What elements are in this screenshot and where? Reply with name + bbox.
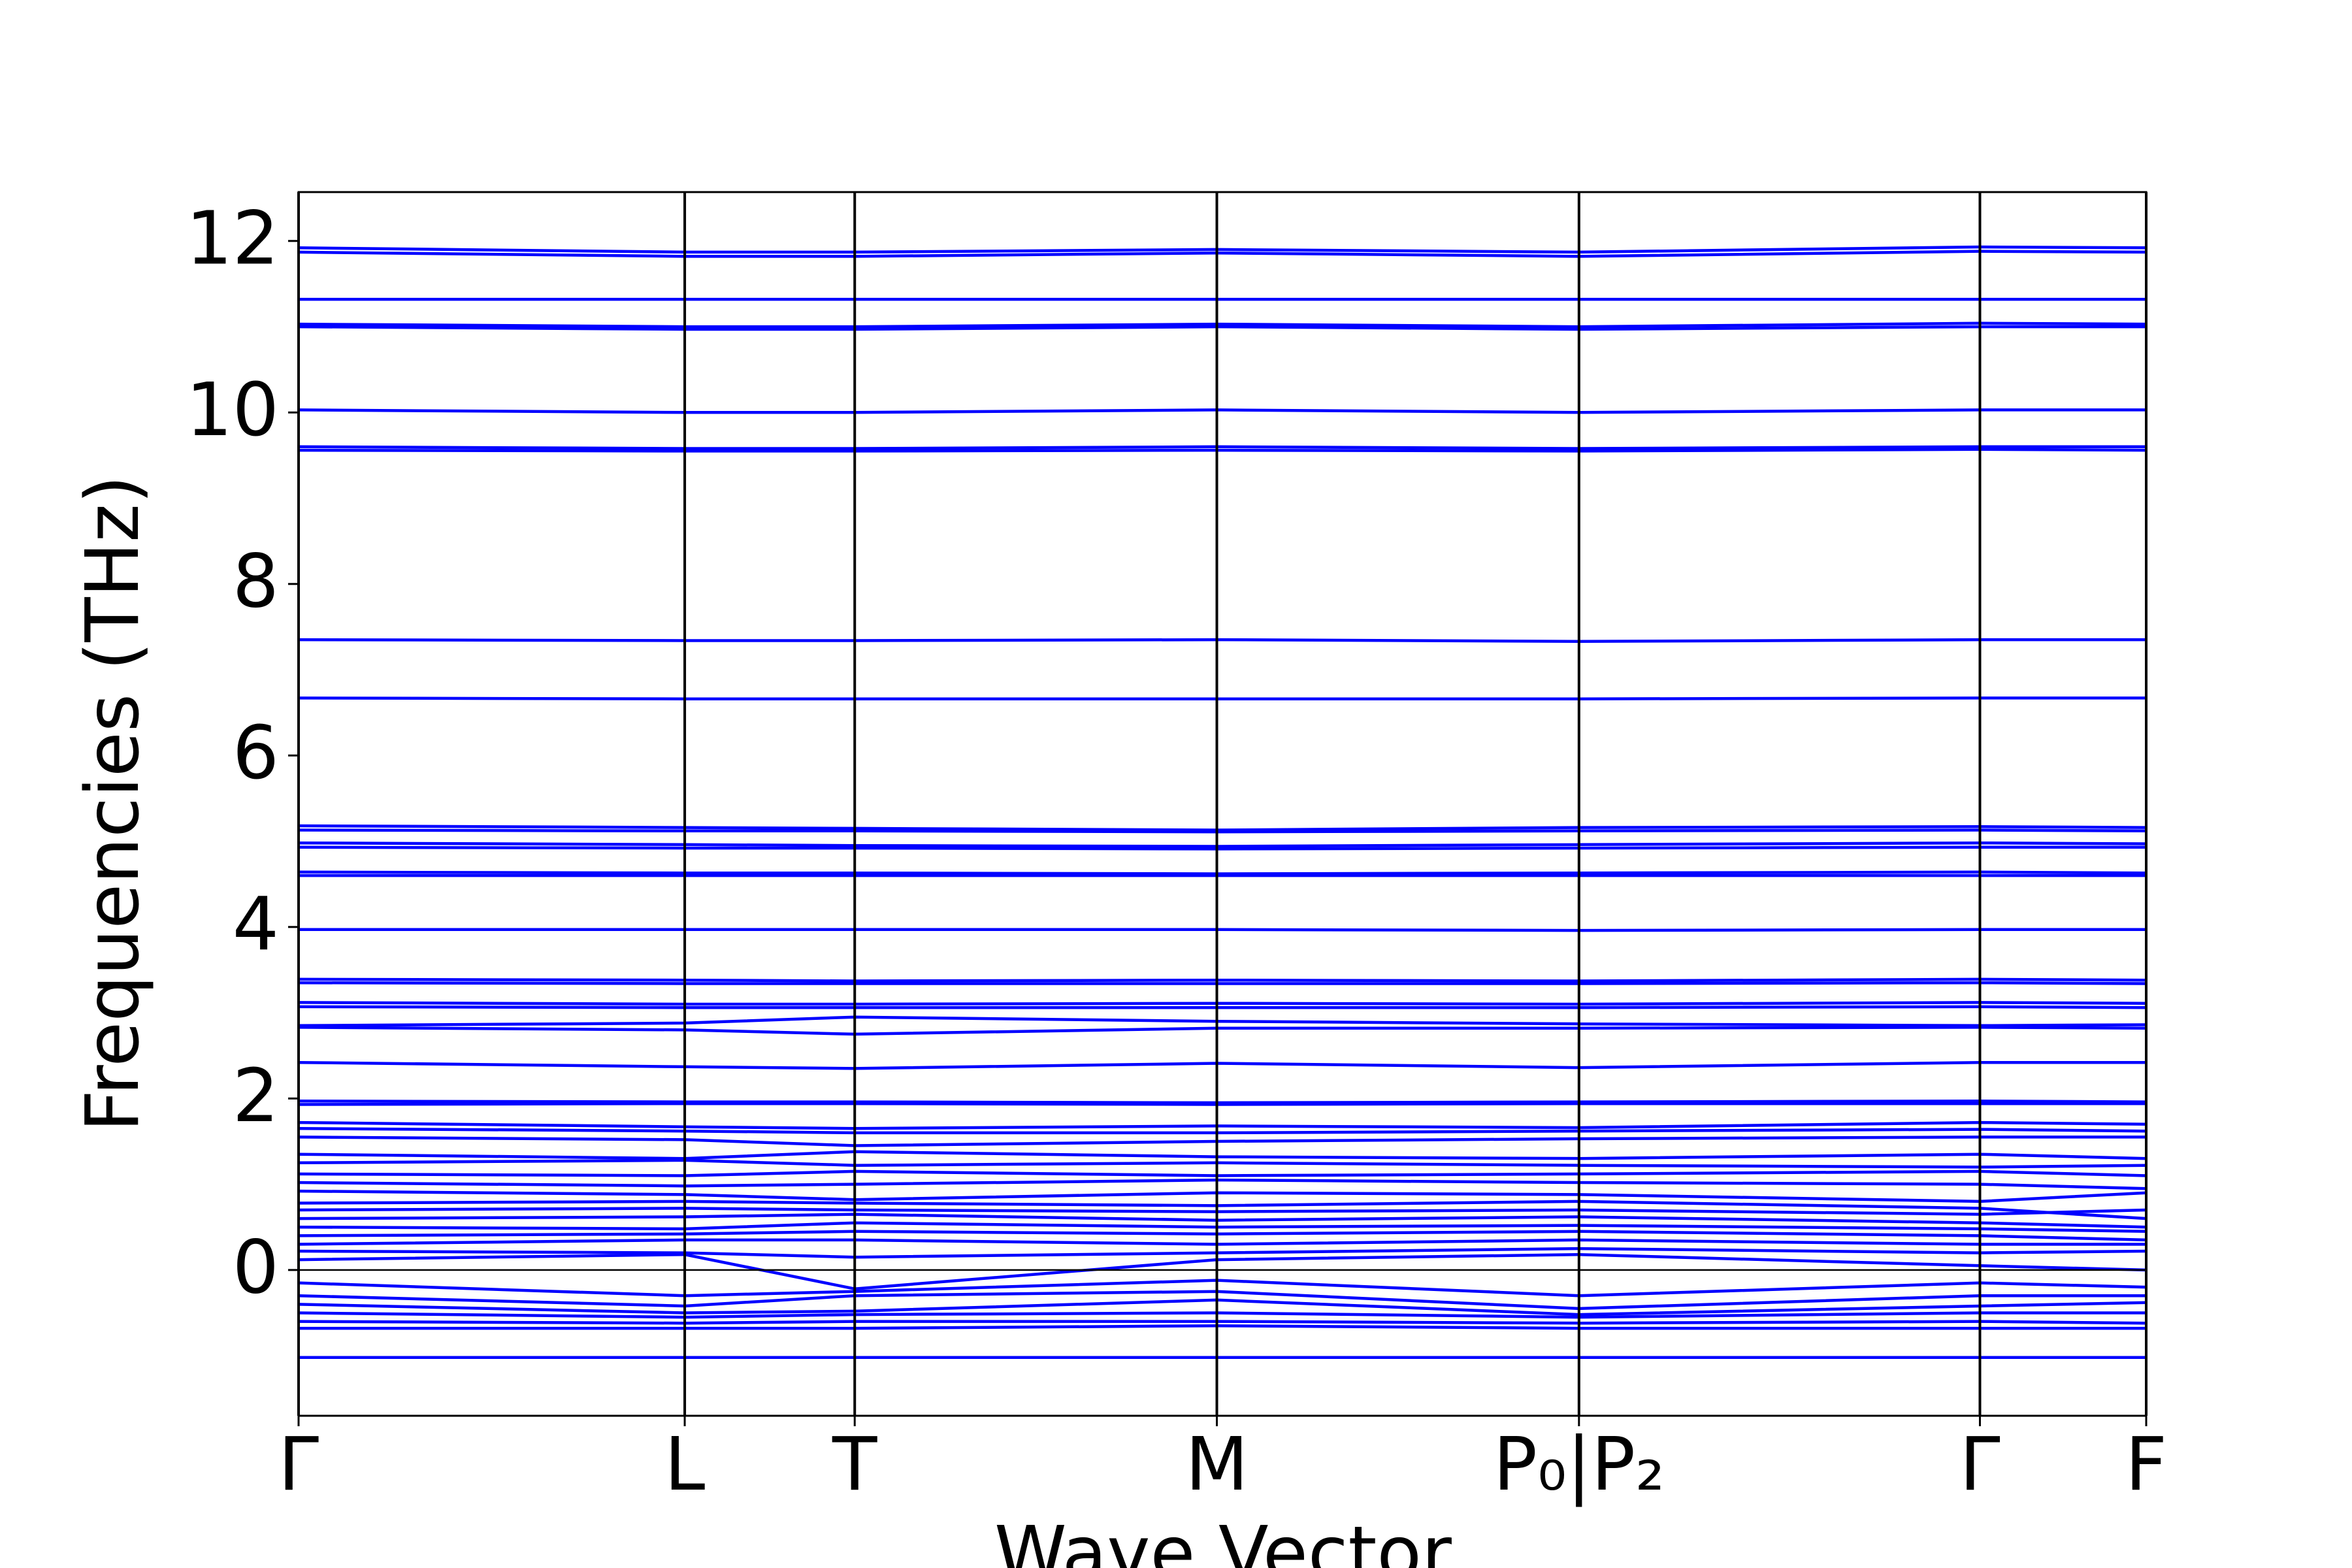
y-tick-label: 0 [233, 1226, 279, 1311]
band-line [298, 1189, 2147, 1203]
y-axis-label: Frequencies (THz) [71, 475, 155, 1132]
x-tick-label: P₀|P₂ [1493, 1422, 1665, 1507]
band-line [298, 638, 2146, 644]
y-tick-label: 6 [233, 711, 279, 796]
band-line [298, 1060, 2146, 1070]
band-line [298, 1207, 2147, 1216]
band-line [298, 1238, 2146, 1246]
band-line [298, 1120, 2147, 1130]
band-line [298, 841, 2147, 848]
x-tick-label: Γ [278, 1422, 319, 1507]
y-tick-label: 8 [233, 540, 279, 625]
band-line [298, 1102, 2146, 1106]
y-tick-label: 4 [233, 883, 279, 968]
band-line [299, 1324, 2146, 1330]
band-line [298, 1230, 2147, 1242]
y-tick-label: 10 [186, 368, 279, 453]
band-line [298, 845, 2146, 851]
band-line [298, 1026, 2147, 1036]
band-line [298, 1169, 2147, 1177]
band-line [298, 1320, 2147, 1325]
band-line [298, 977, 2147, 983]
band-line [298, 1135, 2146, 1147]
band-line [298, 1001, 2147, 1006]
band-line [298, 1221, 2147, 1233]
band-line [298, 408, 2146, 414]
band-line [298, 445, 2146, 450]
band-line [298, 870, 2147, 875]
band-line [298, 1150, 2147, 1160]
y-tick-label: 12 [186, 197, 279, 282]
x-tick-label: T [832, 1422, 877, 1507]
x-tick-label: Γ [1959, 1422, 2000, 1507]
band-line [298, 1127, 2147, 1135]
band-line [298, 325, 2146, 331]
band-line [298, 1015, 2147, 1028]
band-line [298, 1178, 2147, 1190]
x-tick-label: M [1185, 1422, 1249, 1507]
band-line [298, 1311, 2146, 1319]
plot-frame [297, 191, 2148, 1417]
y-tick-label: 2 [233, 1054, 279, 1139]
band-line [298, 1158, 2147, 1169]
band-line [298, 448, 2147, 453]
x-axis-label: Wave Vector [994, 1511, 1452, 1568]
band-line [298, 1213, 2147, 1229]
x-tick-label: L [664, 1422, 705, 1507]
x-tick-label: F [2125, 1422, 2167, 1507]
band-line [298, 1252, 2147, 1290]
band-line [298, 1279, 2147, 1298]
